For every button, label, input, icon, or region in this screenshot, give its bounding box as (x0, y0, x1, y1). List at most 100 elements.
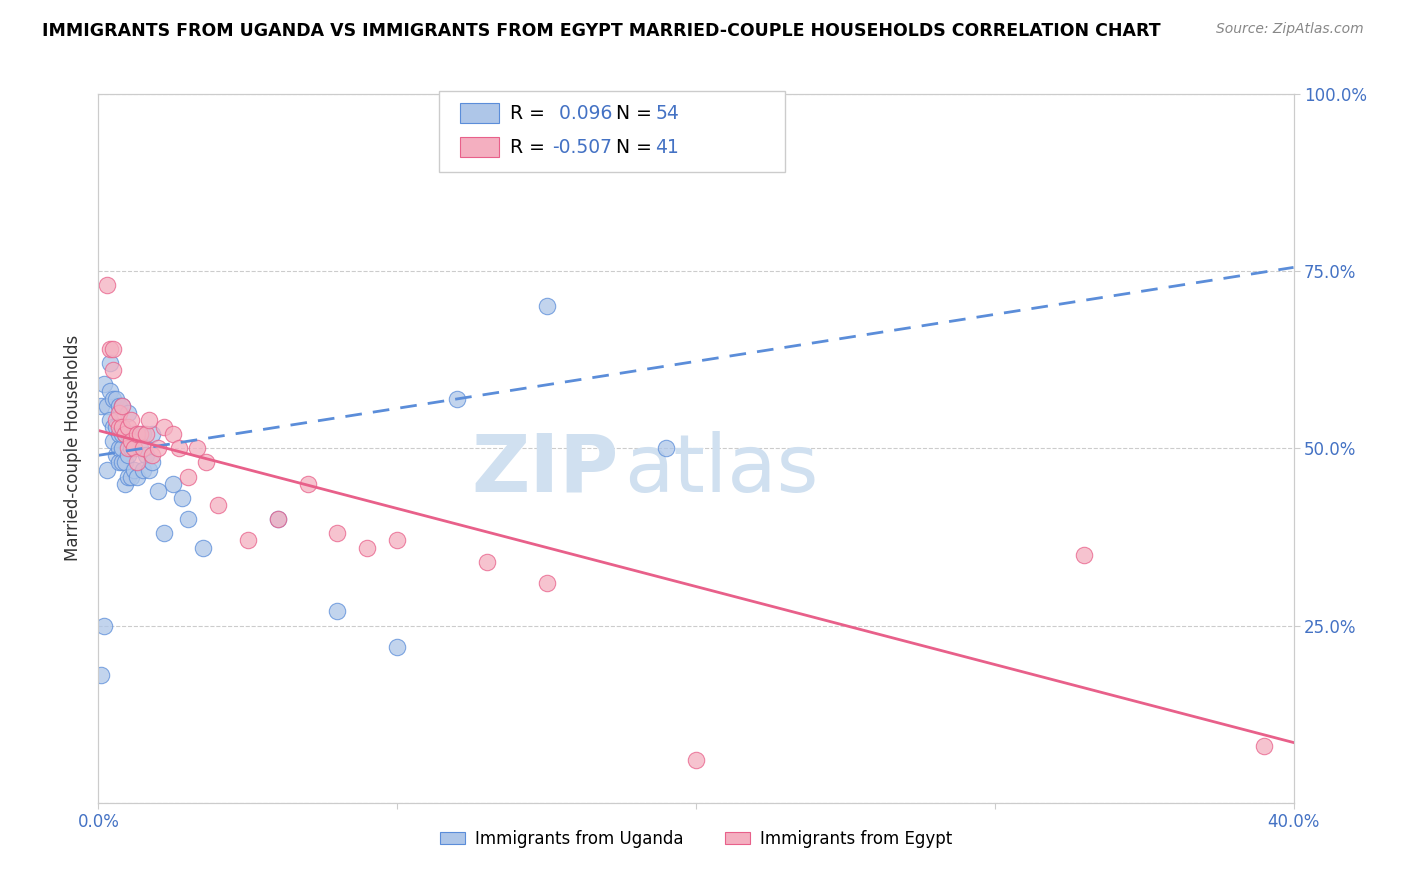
Point (1073, 548, 1095, 562)
Point (98, 356, 122, 370)
Point (141, 427, 163, 442)
Y-axis label: Married-couple Households: Married-couple Households (65, 335, 83, 561)
Text: 41: 41 (655, 137, 679, 157)
Point (96, 399, 118, 413)
Point (536, 576, 558, 591)
Point (90, 399, 112, 413)
Point (177, 469, 200, 483)
Point (117, 406, 139, 420)
Point (103, 392, 125, 406)
Point (108, 399, 131, 413)
Point (326, 604, 349, 618)
Point (129, 427, 152, 442)
Text: ZIP: ZIP (471, 431, 619, 508)
Text: N =: N = (616, 103, 658, 123)
Text: N =: N = (616, 137, 658, 157)
Point (138, 413, 160, 427)
Point (177, 512, 200, 526)
Point (105, 420, 128, 434)
Point (127, 469, 149, 483)
Point (385, 640, 409, 654)
Point (98, 413, 122, 427)
Point (167, 441, 190, 455)
Point (98, 384, 122, 399)
Point (108, 441, 131, 455)
Point (111, 399, 134, 413)
Point (191, 541, 214, 555)
Point (111, 427, 134, 442)
Point (114, 455, 136, 469)
Point (135, 427, 157, 442)
Point (111, 455, 134, 469)
Point (326, 526, 349, 541)
Point (153, 420, 176, 434)
Point (105, 413, 128, 427)
Point (162, 476, 184, 491)
Point (117, 441, 139, 455)
Point (129, 441, 152, 455)
Point (96, 278, 118, 293)
Point (124, 462, 146, 476)
Point (356, 541, 378, 555)
Point (141, 448, 163, 462)
Point (108, 406, 131, 420)
Text: -0.507: -0.507 (553, 137, 613, 157)
Text: IMMIGRANTS FROM UGANDA VS IMMIGRANTS FROM EGYPT MARRIED-COUPLE HOUSEHOLDS CORREL: IMMIGRANTS FROM UGANDA VS IMMIGRANTS FRO… (42, 22, 1161, 40)
Point (96, 462, 118, 476)
Point (267, 512, 290, 526)
Text: R =: R = (510, 103, 551, 123)
Point (111, 441, 134, 455)
Point (446, 392, 468, 406)
Point (103, 363, 125, 377)
Point (655, 441, 678, 455)
Point (103, 342, 125, 356)
Point (1253, 739, 1275, 753)
Point (124, 441, 146, 455)
Point (186, 441, 208, 455)
Text: Source: ZipAtlas.com: Source: ZipAtlas.com (1216, 22, 1364, 37)
Point (685, 753, 707, 767)
Point (132, 441, 155, 455)
Point (267, 512, 290, 526)
Point (153, 526, 176, 541)
Point (162, 427, 184, 442)
Point (93, 377, 115, 392)
Point (111, 399, 134, 413)
Point (114, 427, 136, 442)
Point (124, 427, 146, 442)
Point (172, 491, 194, 505)
Point (120, 434, 142, 449)
Text: 0.096: 0.096 (553, 103, 612, 123)
Point (117, 469, 139, 483)
Point (120, 413, 142, 427)
Point (105, 392, 128, 406)
Point (114, 427, 136, 442)
Point (148, 441, 170, 455)
Legend: Immigrants from Uganda, Immigrants from Egypt: Immigrants from Uganda, Immigrants from … (433, 823, 959, 855)
Point (120, 469, 142, 483)
Point (120, 441, 142, 455)
Point (127, 427, 149, 442)
Point (103, 420, 125, 434)
Point (141, 455, 163, 469)
Point (536, 300, 558, 314)
Point (132, 462, 155, 476)
Point (105, 448, 128, 462)
Point (207, 498, 229, 512)
Point (138, 462, 160, 476)
Point (135, 448, 157, 462)
Point (195, 455, 218, 469)
Point (90, 668, 112, 682)
Point (236, 533, 259, 548)
Point (108, 420, 131, 434)
Point (297, 476, 319, 491)
Point (148, 483, 170, 498)
Point (103, 434, 125, 449)
Point (111, 420, 134, 434)
Point (114, 476, 136, 491)
Point (132, 427, 155, 442)
Point (475, 555, 498, 569)
Point (117, 420, 139, 434)
Text: 54: 54 (655, 103, 679, 123)
Point (117, 448, 139, 462)
